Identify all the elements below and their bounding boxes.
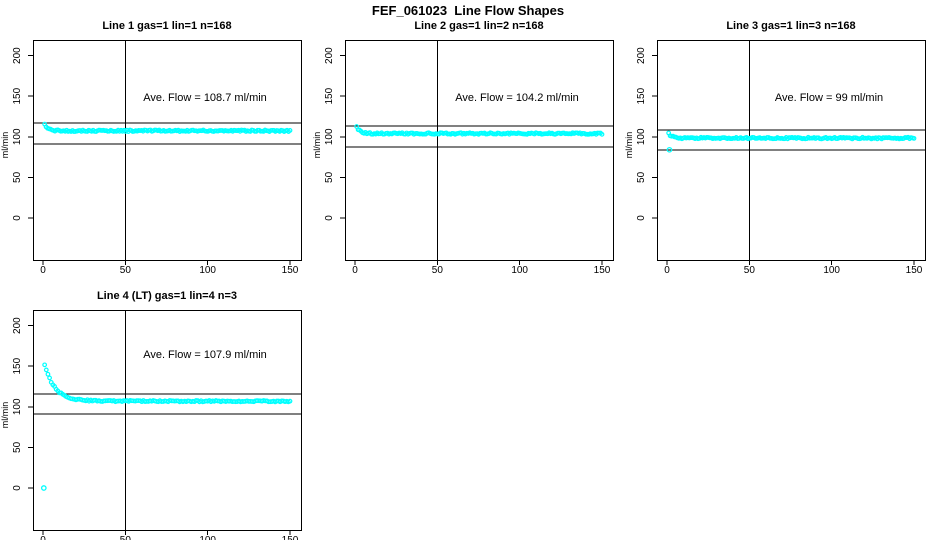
subplot-title: Line 3 gas=1 lin=3 n=168 xyxy=(726,20,856,32)
data-point xyxy=(287,398,293,404)
x-tick-label: 150 xyxy=(906,265,923,276)
y-axis-label: ml/min xyxy=(0,402,10,429)
y-tick-label: 200 xyxy=(636,47,647,64)
y-tick-label: 200 xyxy=(12,317,23,334)
annotation-ave-flow: Ave. Flow = 107.9 ml/min xyxy=(143,349,267,361)
data-point xyxy=(45,371,51,377)
y-tick-label: 150 xyxy=(12,87,23,104)
outlier-point xyxy=(666,146,673,153)
subplot-line3: Line 3 gas=1 lin=3 n=168 0 50 100 150 0 50 100… xyxy=(624,0,936,276)
subplot-title: Line 4 (LT) gas=1 lin=4 n=3 xyxy=(96,290,238,302)
plot-box xyxy=(33,310,302,531)
x-tick-label: 0 xyxy=(664,265,670,276)
plot-canvas: 0 50 100 150 0 50 100 150 200 ml/min Ave. Flow = 1… xyxy=(0,310,302,540)
y-tick-label: 100 xyxy=(12,398,23,415)
main-title: FEF_061023 Line Flow Shapes xyxy=(371,3,565,18)
subplot-title: Line 1 gas=1 lin=1 n=168 xyxy=(102,20,232,32)
y-tick-label: 100 xyxy=(324,128,335,145)
outlier-point xyxy=(40,485,47,491)
y-tick-label: 100 xyxy=(12,128,23,145)
y-tick-label: 0 xyxy=(12,485,23,491)
annotation-ave-flow: Ave. Flow = 99 ml/min xyxy=(775,92,883,104)
x-tick-label: 100 xyxy=(823,265,840,276)
y-tick-label: 150 xyxy=(324,87,335,104)
x-tick-label: 150 xyxy=(594,265,611,276)
x-tick-label: 50 xyxy=(432,265,444,276)
data-point xyxy=(42,362,48,368)
plot-box xyxy=(345,40,614,261)
annotation-ave-flow: Ave. Flow = 108.7 ml/min xyxy=(143,92,267,104)
y-tick-label: 0 xyxy=(324,215,335,221)
subplot-line4: Line 4 (LT) gas=1 lin=4 n=3 0 50 100 150 0 50… xyxy=(0,270,312,540)
y-tick-label: 50 xyxy=(324,171,335,183)
subplot-title: Line 2 gas=1 lin=2 n=168 xyxy=(414,20,544,32)
y-axis-label: ml/min xyxy=(0,132,10,159)
data-point xyxy=(599,131,605,137)
y-tick-label: 50 xyxy=(12,441,23,453)
x-tick-label: 50 xyxy=(744,265,756,276)
y-tick-label: 50 xyxy=(12,171,23,183)
y-tick-label: 0 xyxy=(636,215,647,221)
x-tick-label: 150 xyxy=(282,265,299,276)
x-tick-label: 0 xyxy=(40,535,46,540)
x-tick-label: 50 xyxy=(120,535,132,540)
y-tick-label: 150 xyxy=(12,357,23,374)
y-tick-label: 50 xyxy=(636,171,647,183)
x-tick-label: 100 xyxy=(199,265,216,276)
plot-canvas: 0 50 100 150 0 50 100 150 200 ml/min Ave. Flow = 1… xyxy=(0,40,302,276)
subplot-line1: Line 1 gas=1 lin=1 n=168 0 50 100 150 0 50 100… xyxy=(0,0,312,276)
y-tick-label: 200 xyxy=(324,47,335,64)
x-tick-label: 150 xyxy=(282,535,299,540)
y-tick-label: 100 xyxy=(636,128,647,145)
annotation-ave-flow: Ave. Flow = 104.2 ml/min xyxy=(455,92,579,104)
x-tick-label: 100 xyxy=(199,535,216,540)
data-point xyxy=(43,367,49,373)
data-point xyxy=(911,135,917,141)
y-tick-label: 200 xyxy=(12,47,23,64)
data-point xyxy=(287,128,293,133)
x-tick-label: 0 xyxy=(40,265,46,276)
y-tick-label: 0 xyxy=(12,215,23,221)
y-tick-label: 150 xyxy=(636,87,647,104)
y-axis-label: ml/min xyxy=(312,132,322,159)
data-point xyxy=(47,375,52,381)
subplot-line2: Line 2 gas=1 lin=2 n=168 0 50 100 150 0 50 100… xyxy=(312,0,624,276)
x-tick-label: 100 xyxy=(511,265,528,276)
x-tick-label: 0 xyxy=(352,265,358,276)
plot-box xyxy=(33,40,302,261)
y-axis-label: ml/min xyxy=(624,132,634,159)
plot-canvas: 0 50 100 150 0 50 100 150 200 ml/min Ave. Flow = 9… xyxy=(624,40,926,276)
plot-canvas: 0 50 100 150 0 50 100 150 200 ml/min Ave. Flow = 1… xyxy=(312,40,614,276)
x-tick-label: 50 xyxy=(120,265,132,276)
